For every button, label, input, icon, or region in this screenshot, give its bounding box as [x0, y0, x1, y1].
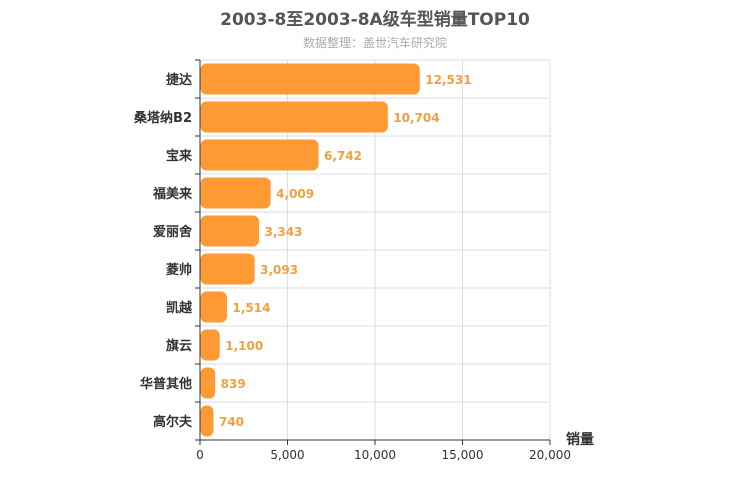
category-label: 爱丽舍 — [153, 224, 193, 240]
category-label: 旗云 — [166, 338, 192, 354]
bar-1 — [200, 63, 420, 95]
bar-7 — [200, 291, 227, 323]
category-label: 捷达 — [166, 72, 192, 88]
chart-subtitle: 数据整理：盖世汽车研究院 — [302, 36, 447, 50]
bars-group: 捷达 12,531 桑塔纳B2 10,704 宝来 6,742 福美来 4,009 爱丽舍 3,3… — [133, 63, 472, 437]
value-label: 3,093 — [260, 263, 298, 277]
value-label: 6,742 — [324, 149, 362, 163]
bar-4 — [200, 177, 271, 209]
x-tick-label: 20,000 — [529, 448, 571, 462]
category-label: 桑塔纳B2 — [133, 110, 192, 126]
value-label: 3,343 — [265, 225, 303, 239]
bar-10 — [200, 405, 214, 437]
category-label: 凯越 — [166, 300, 193, 316]
bar-5 — [200, 215, 260, 247]
grid-lines — [200, 59, 551, 440]
value-label: 12,531 — [425, 73, 471, 87]
x-axis-name: 销量 — [566, 431, 594, 448]
bar-9 — [200, 367, 216, 399]
x-tick-label: 5,000 — [270, 448, 304, 462]
category-label: 宝来 — [166, 148, 193, 164]
bar-3 — [200, 139, 319, 171]
value-label: 839 — [221, 377, 246, 391]
value-label: 10,704 — [393, 111, 439, 125]
x-tick-label: 0 — [196, 448, 204, 462]
value-label: 1,514 — [232, 301, 270, 315]
category-label: 菱帅 — [166, 262, 192, 278]
bar-8 — [200, 329, 220, 361]
category-label: 高尔夫 — [153, 414, 193, 430]
bar-6 — [200, 253, 255, 285]
category-label: 华普其他 — [140, 376, 192, 392]
axes: 0 5,000 10,000 15,000 20,000 — [195, 59, 571, 462]
x-tick-label: 15,000 — [442, 448, 484, 462]
value-label: 740 — [219, 415, 244, 429]
x-tick-label: 10,000 — [354, 448, 396, 462]
category-label: 福美来 — [152, 186, 193, 202]
bar-2 — [200, 101, 388, 133]
chart-title: 2003-8至2003-8A级车型销量TOP10 — [220, 10, 530, 30]
value-label: 1,100 — [225, 339, 263, 353]
value-label: 4,009 — [276, 187, 314, 201]
